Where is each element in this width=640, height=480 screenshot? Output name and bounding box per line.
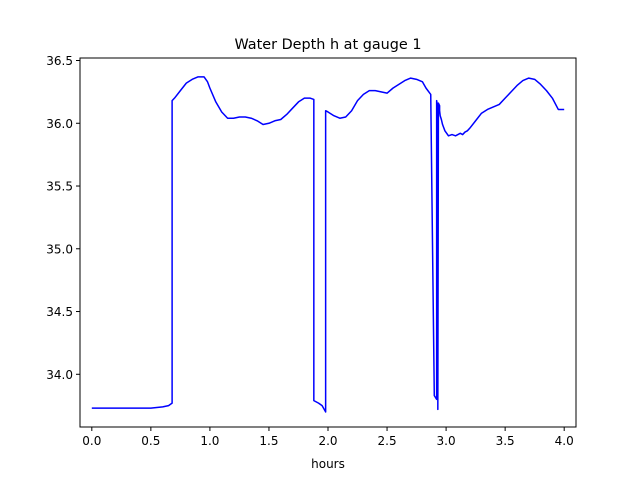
x-tick-label: 0.0 — [82, 434, 101, 448]
x-axis: 0.0 0.5 1.0 1.5 2.0 2.5 3.0 3.5 4.0 — [82, 427, 574, 448]
x-axis-label: hours — [311, 457, 345, 471]
x-tick-label: 3.5 — [496, 434, 515, 448]
x-tick-label: 1.0 — [200, 434, 219, 448]
y-tick-label: 36.5 — [46, 54, 73, 68]
y-tick-label: 35.0 — [46, 242, 73, 256]
x-tick-label: 4.0 — [555, 434, 574, 448]
chart-title: Water Depth h at gauge 1 — [234, 37, 421, 53]
x-tick-label: 3.0 — [437, 434, 456, 448]
y-axis: 34.0 34.5 35.0 35.5 36.0 36.5 — [46, 54, 80, 382]
y-tick-label: 36.0 — [46, 117, 73, 131]
x-tick-label: 2.0 — [318, 434, 337, 448]
y-tick-label: 34.0 — [46, 368, 73, 382]
x-tick-label: 2.5 — [378, 434, 397, 448]
x-tick-label: 0.5 — [141, 434, 160, 448]
y-tick-label: 34.5 — [46, 305, 73, 319]
series-line-1 — [91, 76, 565, 413]
x-tick-label: 1.5 — [259, 434, 278, 448]
y-tick-label: 35.5 — [46, 180, 73, 194]
